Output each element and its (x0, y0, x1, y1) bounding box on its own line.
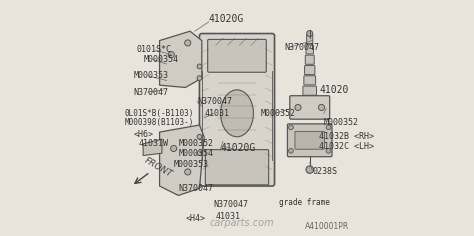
Text: 0238S: 0238S (312, 168, 337, 177)
Text: M000354: M000354 (178, 149, 213, 158)
Circle shape (171, 145, 177, 152)
Circle shape (319, 104, 325, 110)
FancyBboxPatch shape (205, 150, 269, 185)
FancyBboxPatch shape (304, 76, 316, 85)
Text: N370047: N370047 (214, 200, 248, 209)
FancyBboxPatch shape (307, 34, 313, 44)
Circle shape (306, 166, 313, 173)
Text: 41031: 41031 (216, 212, 241, 221)
Text: N370047: N370047 (284, 43, 319, 52)
Text: <H4>: <H4> (185, 214, 205, 223)
FancyBboxPatch shape (290, 96, 330, 119)
Text: 41020G: 41020G (209, 14, 244, 25)
Polygon shape (143, 139, 162, 156)
Circle shape (307, 30, 313, 37)
Text: M000353: M000353 (134, 71, 169, 80)
FancyBboxPatch shape (306, 45, 313, 54)
Text: N370047: N370047 (178, 184, 213, 193)
Circle shape (168, 52, 174, 58)
Text: grade frame: grade frame (279, 198, 330, 207)
Circle shape (197, 135, 202, 139)
Circle shape (197, 64, 202, 69)
Circle shape (326, 125, 331, 130)
Text: M000354: M000354 (143, 55, 178, 64)
Text: 41031: 41031 (204, 109, 229, 118)
FancyBboxPatch shape (208, 39, 266, 72)
Text: FRONT: FRONT (143, 156, 174, 179)
Circle shape (197, 76, 202, 80)
FancyBboxPatch shape (303, 86, 317, 95)
Text: M000352: M000352 (178, 139, 213, 148)
Text: 0101S*C: 0101S*C (136, 46, 171, 55)
Circle shape (295, 104, 301, 110)
Circle shape (185, 169, 191, 175)
Text: 41020G: 41020G (220, 143, 256, 153)
FancyBboxPatch shape (200, 34, 274, 186)
FancyBboxPatch shape (287, 124, 332, 157)
FancyBboxPatch shape (305, 65, 315, 75)
Text: N370047: N370047 (134, 88, 169, 97)
Circle shape (185, 40, 191, 46)
Ellipse shape (220, 90, 254, 137)
Circle shape (197, 151, 202, 156)
Text: N370047: N370047 (197, 97, 232, 106)
Circle shape (326, 148, 331, 153)
Text: 41031W: 41031W (138, 139, 168, 148)
Text: M000352: M000352 (324, 118, 359, 127)
Circle shape (289, 148, 293, 153)
Text: 41032C <LH>: 41032C <LH> (319, 142, 374, 151)
Polygon shape (160, 125, 204, 195)
Text: M000352: M000352 (260, 109, 295, 118)
FancyBboxPatch shape (295, 131, 325, 149)
Text: carparts.com: carparts.com (210, 218, 274, 228)
Text: <H6>: <H6> (134, 130, 154, 139)
Text: 0L01S*B(-B1103): 0L01S*B(-B1103) (124, 109, 194, 118)
FancyBboxPatch shape (305, 55, 314, 64)
Polygon shape (160, 31, 202, 88)
Text: 41020: 41020 (319, 85, 348, 95)
Text: M000398(B1103-): M000398(B1103-) (124, 118, 194, 127)
Text: 41032B <RH>: 41032B <RH> (319, 132, 374, 141)
Text: M000353: M000353 (173, 160, 209, 169)
Text: A410001PR: A410001PR (305, 222, 350, 231)
Circle shape (289, 125, 293, 130)
